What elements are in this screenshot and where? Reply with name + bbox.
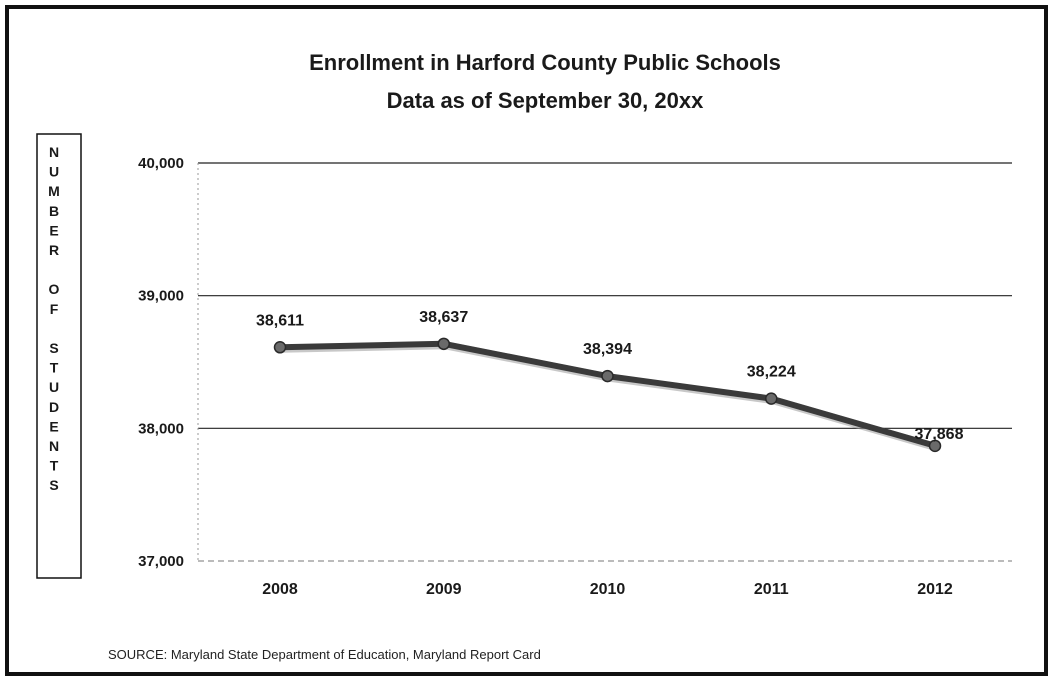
- y-axis-label-box: [36, 133, 82, 579]
- data-label: 38,611: [256, 312, 304, 329]
- y-axis-label-letter: S: [49, 340, 58, 356]
- x-tick-label: 2008: [262, 581, 298, 598]
- data-label: 37,868: [915, 426, 964, 443]
- y-axis-label-letter: F: [50, 301, 59, 317]
- x-tick-label: 2011: [754, 581, 789, 598]
- data-point: [273, 341, 287, 354]
- chart-frame: [5, 5, 1048, 676]
- y-tick-label: 37,000: [138, 553, 184, 570]
- data-point: [437, 337, 450, 351]
- chart-title: Enrollment in Harford County Public Scho…: [309, 50, 781, 75]
- y-axis-label-letter: E: [49, 418, 58, 434]
- y-tick-label: 39,000: [138, 288, 184, 305]
- data-point: [928, 439, 942, 453]
- y-axis-label-letter: M: [48, 183, 60, 199]
- y-axis-label-letter: T: [50, 458, 59, 474]
- gridlines: [197, 162, 1012, 562]
- source-note: SOURCE: Maryland State Department of Edu…: [108, 647, 541, 662]
- y-axis-label-letter: N: [49, 438, 59, 454]
- y-tick-label: 38,000: [138, 420, 184, 437]
- data-labels: 38,611 38,637 38,394 38,224 37,868: [256, 309, 964, 443]
- x-tick-label: 2009: [426, 581, 462, 598]
- y-axis-label-letter: R: [49, 242, 59, 258]
- y-axis-label-letter: B: [49, 203, 59, 219]
- y-axis-label-letter: N: [49, 144, 59, 160]
- x-tick-label: 2010: [590, 581, 626, 598]
- y-axis-label-letter: D: [49, 399, 59, 415]
- chart-subtitle: Data as of September 30, 20xx: [387, 88, 704, 113]
- series-line-shadow: [277, 341, 941, 452]
- data-point: [601, 369, 614, 383]
- data-label: 38,224: [747, 364, 796, 381]
- data-point: [765, 392, 778, 405]
- y-axis-label-letter: U: [49, 379, 59, 395]
- y-axis-label-letter: S: [49, 477, 58, 493]
- y-axis-label-letter: E: [49, 222, 58, 238]
- y-axis-label-letter: U: [49, 164, 59, 180]
- data-markers: [273, 337, 942, 453]
- y-axis-ticks: 37,000 38,000 39,000 40,000: [138, 155, 184, 570]
- data-label: 38,637: [419, 309, 468, 326]
- y-axis-label-letter: T: [50, 360, 59, 376]
- y-axis-label-letter: O: [49, 281, 60, 297]
- series-line: [277, 340, 938, 449]
- x-axis-ticks: 2008 2009 2010 2011 2012: [262, 581, 953, 598]
- x-tick-label: 2012: [917, 581, 953, 598]
- data-label: 38,394: [583, 341, 632, 358]
- y-tick-label: 40,000: [138, 155, 184, 172]
